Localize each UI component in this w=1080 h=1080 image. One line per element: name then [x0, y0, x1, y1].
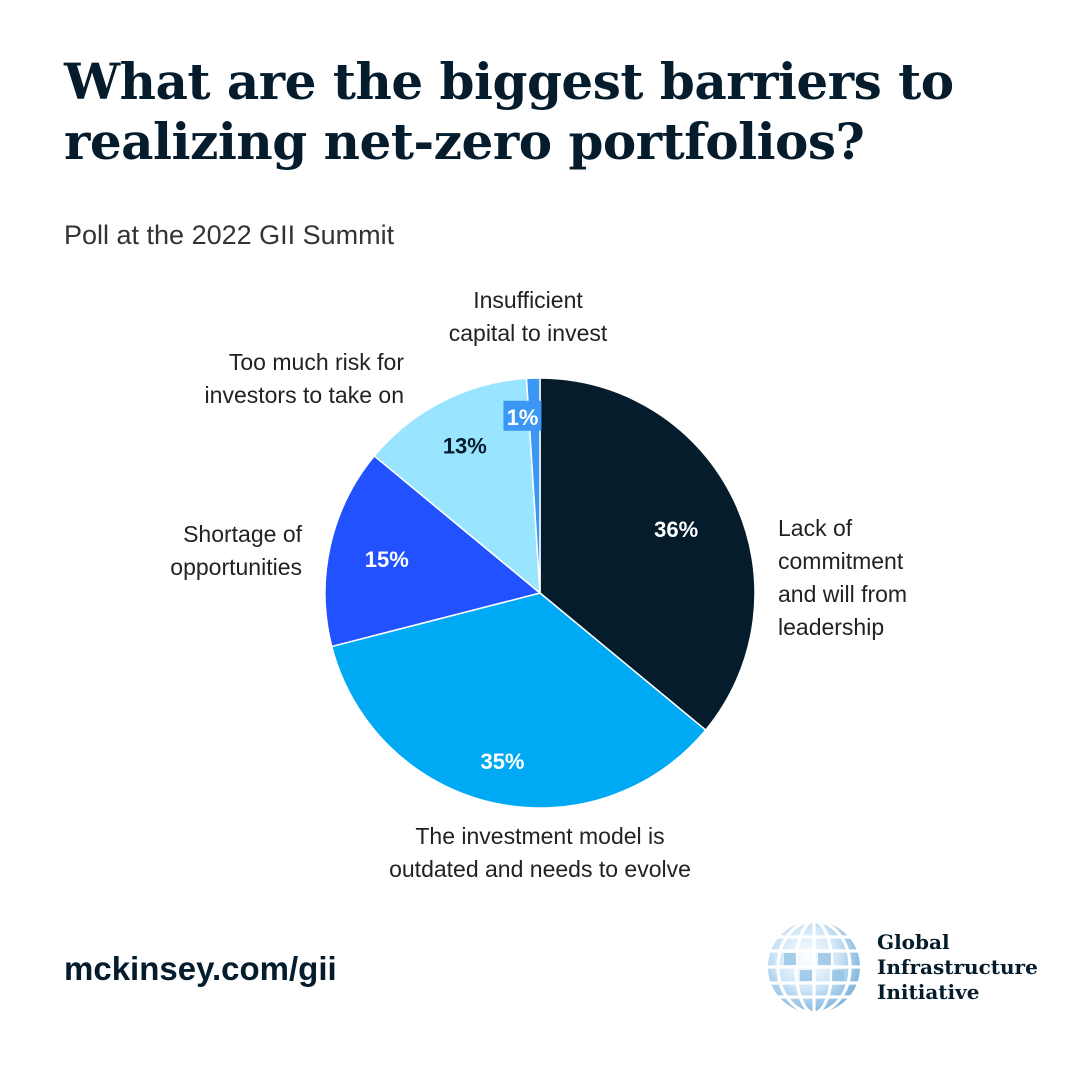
pie-slice-too-much-risk [373, 377, 541, 595]
value-label-insufficient-capital: 1% [507, 405, 539, 430]
logo-text: Global Infrastructure Initiative [877, 930, 1038, 1004]
chart-title-line-1: What are the biggest barriers to [64, 52, 954, 111]
pie-slice-investment-model [330, 592, 707, 809]
slice-label-too-much-risk: Too much risk for investors to take on [204, 349, 404, 408]
slice-label-insufficient-capital: Insufficient capital to invest [448, 287, 608, 346]
globe-logo-icon [768, 919, 860, 1015]
pie-slice-shortage-of-opportunities [324, 454, 542, 648]
pie-slice-insufficient-capital [525, 377, 541, 594]
footer-url: mckinsey.com/gii [64, 950, 337, 987]
chart-title-line-2: realizing net-zero portfolios? [64, 112, 865, 171]
value-label-investment-model: 35% [480, 749, 524, 774]
value-label-shortage-of-opportunities: 15% [365, 547, 409, 572]
chart-subtitle: Poll at the 2022 GII Summit [64, 220, 395, 250]
slice-label-investment-model: The investment model is outdated and nee… [389, 823, 691, 882]
chart-title: What are the biggest barriers to realizi… [64, 52, 1024, 172]
pie-slice-lack-of-commitment [539, 377, 756, 732]
slice-label-shortage-of-opportunities: Shortage of opportunities [170, 521, 302, 580]
value-label-too-much-risk: 13% [443, 433, 487, 458]
slice-label-lack-of-commitment: Lack of commitment and will from leaders… [778, 515, 908, 640]
value-label-lack-of-commitment: 36% [654, 517, 698, 542]
value-label-bg-insufficient-capital [503, 400, 542, 431]
